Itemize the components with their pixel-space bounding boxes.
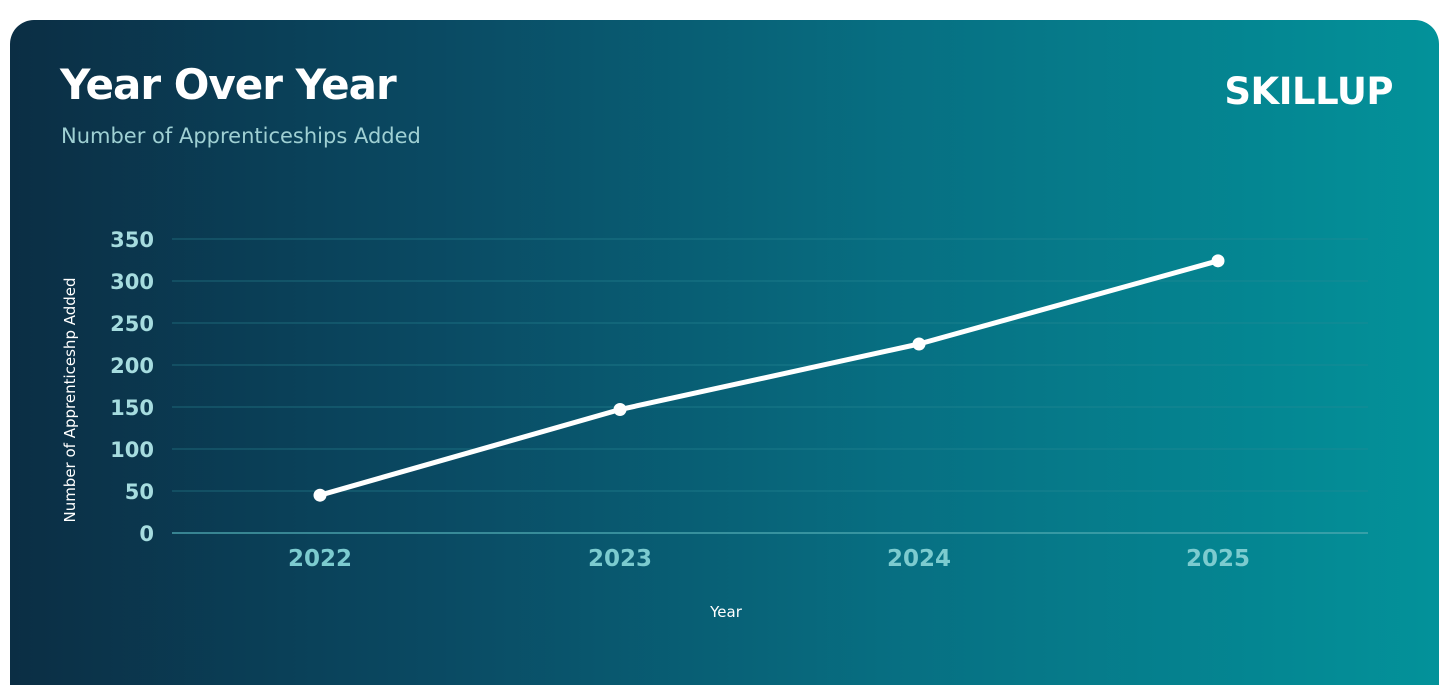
y-tick-label: 250 <box>110 312 154 336</box>
y-tick-label: 200 <box>110 354 154 378</box>
skillup-logo: SKILLUP <box>1224 70 1393 113</box>
x-tick-labels: 2022 2023 2024 2025 <box>288 546 1250 572</box>
data-point <box>912 337 926 351</box>
chart-card: Year Over Year Number of Apprenticeships… <box>10 20 1439 685</box>
x-tick-label: 2025 <box>1186 546 1250 572</box>
line-chart: 0 50 100 150 200 250 300 350 2022 2023 2024 2025 Y… <box>61 228 1368 621</box>
y-tick-label: 300 <box>110 270 154 294</box>
x-tick-label: 2023 <box>588 546 652 572</box>
data-point <box>1211 254 1225 268</box>
data-point <box>313 488 327 502</box>
data-point <box>613 403 627 417</box>
y-axis-label: Number of Apprenticeshp Added <box>61 277 79 522</box>
y-tick-label: 0 <box>139 522 154 546</box>
y-tick-label: 50 <box>125 480 154 504</box>
y-tick-labels: 0 50 100 150 200 250 300 350 <box>110 228 154 546</box>
data-points <box>313 254 1225 502</box>
x-tick-label: 2024 <box>887 546 951 572</box>
chart-subtitle: Number of Apprenticeships Added <box>61 124 421 148</box>
y-tick-label: 350 <box>110 228 154 252</box>
y-tick-label: 100 <box>110 438 154 462</box>
y-tick-label: 150 <box>110 396 154 420</box>
x-axis-label: Year <box>709 603 743 621</box>
gridlines <box>172 238 1368 534</box>
chart-title: Year Over Year <box>60 60 397 109</box>
x-tick-label: 2022 <box>288 546 352 572</box>
series-line <box>317 258 1221 498</box>
